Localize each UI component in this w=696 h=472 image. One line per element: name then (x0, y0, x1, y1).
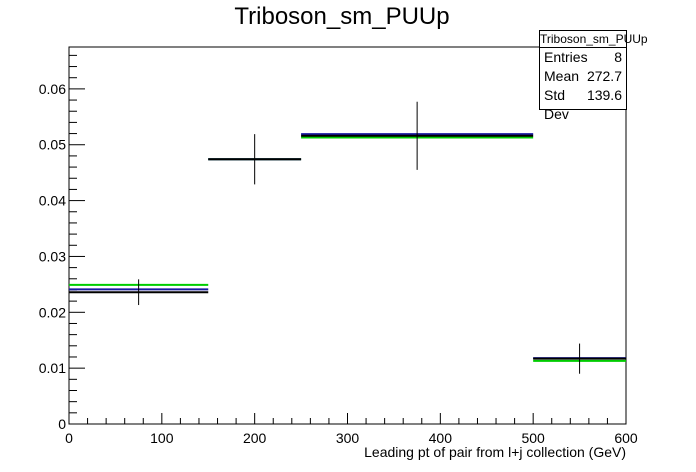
x-tick-label: 500 (521, 430, 545, 446)
x-tick-label: 200 (243, 430, 267, 446)
x-tick-label: 0 (65, 430, 73, 446)
stats-stddev-row: Std Dev 139.6 (540, 86, 626, 124)
data-marks (69, 101, 626, 374)
y-tick-label: 0.06 (39, 81, 66, 97)
stats-mean-row: Mean 272.7 (540, 67, 626, 86)
stats-box: Triboson_sm_PUUp Entries 8 Mean 272.7 St… (539, 30, 648, 122)
y-tick-label: 0.01 (39, 360, 66, 376)
axes: 0 100 200 300 400 500 600 0 0.01 0.02 0.03 0.04 0.05… (39, 54, 638, 446)
y-tick-label: 0.05 (39, 137, 66, 153)
stats-entries-value: 8 (614, 49, 622, 65)
x-axis-label: Leading pt of pair from l+j collection (… (364, 444, 626, 460)
stats-stddev-label: Std Dev (544, 87, 569, 122)
stats-mean-value: 272.7 (586, 68, 622, 84)
stats-mean-label: Mean (544, 68, 580, 84)
y-tick-label: 0.04 (39, 193, 66, 209)
y-tick-label: 0.03 (39, 248, 66, 264)
x-tick-label: 300 (336, 430, 360, 446)
stats-entries-label: Entries (544, 49, 588, 65)
stats-title: Triboson_sm_PUUp (540, 32, 648, 48)
x-tick-label: 400 (429, 430, 453, 446)
y-tick-label: 0.02 (39, 304, 66, 320)
chart-title: Triboson_sm_PUUp (234, 3, 449, 30)
stats-stddev-value: 139.6 (586, 87, 622, 103)
y-tick-label: 0 (58, 416, 66, 432)
x-tick-label: 100 (150, 430, 174, 446)
x-tick-label: 600 (614, 430, 638, 446)
stats-entries-row: Entries 8 (540, 48, 626, 67)
